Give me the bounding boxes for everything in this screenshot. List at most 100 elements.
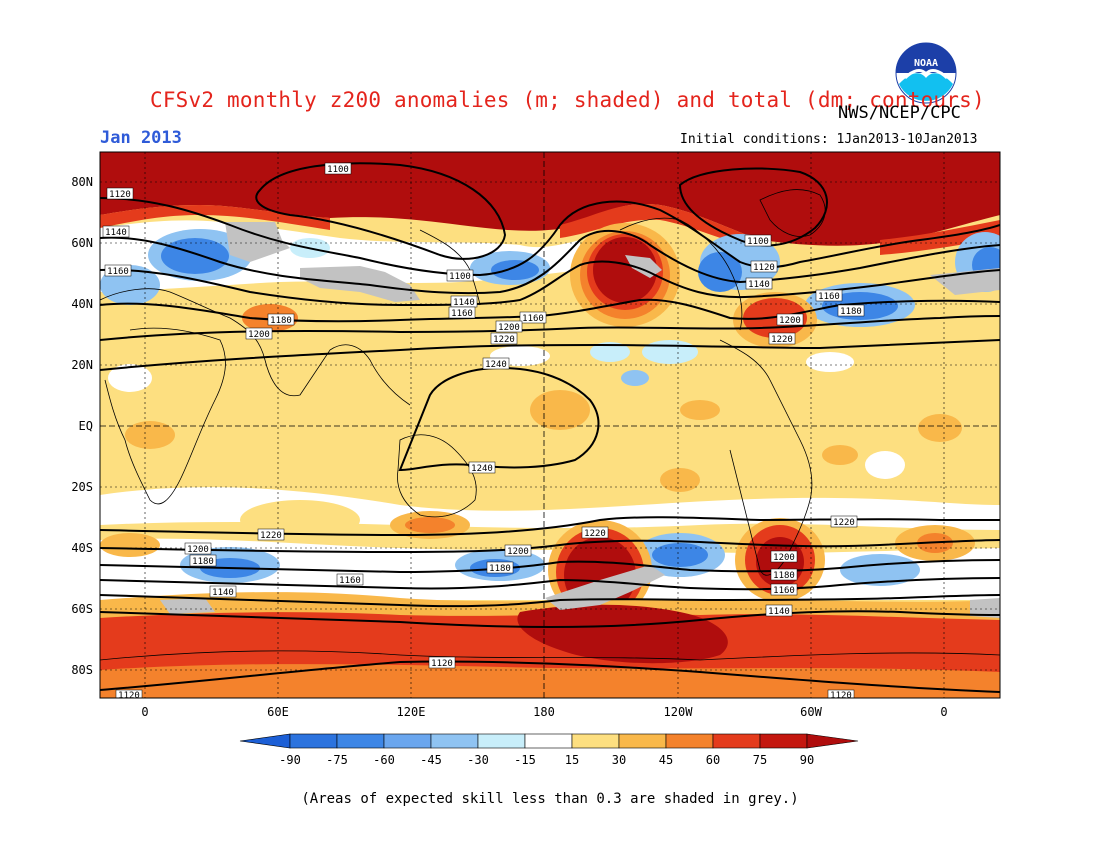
contour-label: 1220: [768, 332, 796, 345]
colorbar-labels: -90 -75 -60 -45 -30 -15 15 30 45 60 75 9…: [279, 753, 814, 767]
contour-label: 1200: [245, 327, 273, 340]
svg-text:1120: 1120: [753, 263, 775, 273]
lat-label: 80N: [71, 175, 93, 189]
colorbar-label: 60: [706, 753, 720, 767]
height-contours: [100, 162, 1000, 693]
lon-axis: 0 60E 120E 180 120W 60W 0: [141, 705, 947, 719]
colorbar-label: -15: [514, 753, 536, 767]
svg-text:1140: 1140: [212, 588, 234, 598]
lon-label: 60E: [267, 705, 289, 719]
colorbar-label: 75: [753, 753, 767, 767]
lat-label: 60S: [71, 602, 93, 616]
contour-label: 1100: [446, 269, 474, 282]
contour-label: 1180: [189, 554, 217, 567]
svg-text:1200: 1200: [773, 553, 795, 563]
svg-text:1120: 1120: [431, 659, 453, 669]
contour-label: 1200: [776, 313, 804, 326]
colorbar-box: [383, 733, 432, 749]
colorbar-label: -60: [373, 753, 395, 767]
lat-label: 40N: [71, 297, 93, 311]
contour-label: 1200: [495, 320, 523, 333]
forecast-month: Jan 2013: [100, 128, 182, 148]
graticule: [100, 152, 1000, 698]
lon-label: 0: [940, 705, 947, 719]
contour-label: 1120: [115, 689, 143, 701]
logo-text: NOAA: [914, 58, 938, 69]
colorbar-box: [289, 733, 338, 749]
contour-label: 1120: [750, 260, 778, 273]
lon-label: 180: [533, 705, 555, 719]
contour-label: 1140: [450, 295, 478, 308]
contour-label: 1220: [490, 332, 518, 345]
contour-label: 1100: [324, 162, 352, 175]
lat-label: 80S: [71, 663, 93, 677]
colorbar-box: [239, 733, 291, 749]
lat-label: 40S: [71, 541, 93, 555]
contour-label: 1120: [428, 656, 456, 669]
svg-text:1120: 1120: [830, 691, 852, 701]
svg-text:1200: 1200: [779, 316, 801, 326]
colorbar-box: [524, 733, 573, 749]
colorbar-box: [618, 733, 667, 749]
contour-label: 1160: [519, 311, 547, 324]
contour-label: 1120: [106, 187, 134, 200]
contour-label: 1180: [837, 304, 865, 317]
contour-label: 1160: [104, 264, 132, 277]
contour-label: 1160: [448, 306, 476, 319]
contour-label: 1240: [468, 461, 496, 474]
lon-label: 120E: [397, 705, 426, 719]
contour-label: 1180: [486, 561, 514, 574]
svg-text:1220: 1220: [584, 529, 606, 539]
map-frame: [99, 151, 1001, 699]
contour-label: 1240: [482, 357, 510, 370]
svg-text:1240: 1240: [471, 464, 493, 474]
colorbar-box: [712, 733, 761, 749]
colorbar-box: [665, 733, 714, 749]
svg-text:1200: 1200: [498, 323, 520, 333]
contour-label: 1200: [504, 544, 532, 557]
svg-text:1200: 1200: [507, 547, 529, 557]
agency-label: NWS/NCEP/CPC: [838, 103, 961, 123]
contour-label: 1160: [815, 289, 843, 302]
svg-text:1240: 1240: [485, 360, 507, 370]
svg-text:1160: 1160: [339, 576, 361, 586]
colorbar-label: -90: [279, 753, 301, 767]
svg-text:1100: 1100: [747, 237, 769, 247]
svg-text:1140: 1140: [768, 607, 790, 617]
contour-label: 1140: [745, 277, 773, 290]
svg-text:1120: 1120: [109, 190, 131, 200]
colorbar-box: [571, 733, 620, 749]
contour-label: 1200: [770, 550, 798, 563]
chart-title: CFSv2 monthly z200 anomalies (m; shaded)…: [150, 88, 985, 112]
colorbar-label: 15: [565, 753, 579, 767]
svg-text:1220: 1220: [260, 531, 282, 541]
lon-label: 0: [141, 705, 148, 719]
contour-label: 1220: [581, 526, 609, 539]
contour-labels: 1100 1120 1140 1160 1100 1140 1160 1180 …: [102, 162, 865, 701]
colorbar-box: [477, 733, 526, 749]
contour-label: 1160: [336, 573, 364, 586]
contour-label: 1180: [267, 313, 295, 326]
contour-label: 1100: [744, 234, 772, 247]
svg-text:1200: 1200: [187, 545, 209, 555]
lat-label: 60N: [71, 236, 93, 250]
svg-text:1140: 1140: [748, 280, 770, 290]
svg-text:1100: 1100: [449, 272, 471, 282]
colorbar-label: -30: [467, 753, 489, 767]
svg-text:1180: 1180: [840, 307, 862, 317]
svg-text:1140: 1140: [453, 298, 475, 308]
lat-axis: 80N 60N 40N 20N EQ 20S 40S 60S 80S: [71, 175, 93, 677]
contour-label: 1120: [827, 689, 855, 701]
svg-text:1180: 1180: [773, 571, 795, 581]
lon-label: 120W: [664, 705, 694, 719]
contour-label: 1200: [184, 542, 212, 555]
lat-label: EQ: [79, 419, 93, 433]
svg-text:1160: 1160: [818, 292, 840, 302]
contour-label: 1220: [257, 528, 285, 541]
colorbar-label: -45: [420, 753, 442, 767]
colorbar-box: [336, 733, 385, 749]
svg-text:1220: 1220: [771, 335, 793, 345]
skill-footnote: (Areas of expected skill less than 0.3 a…: [301, 791, 799, 807]
initial-conditions: Initial conditions: 1Jan2013-10Jan2013: [680, 132, 978, 147]
lon-label: 60W: [800, 705, 822, 719]
